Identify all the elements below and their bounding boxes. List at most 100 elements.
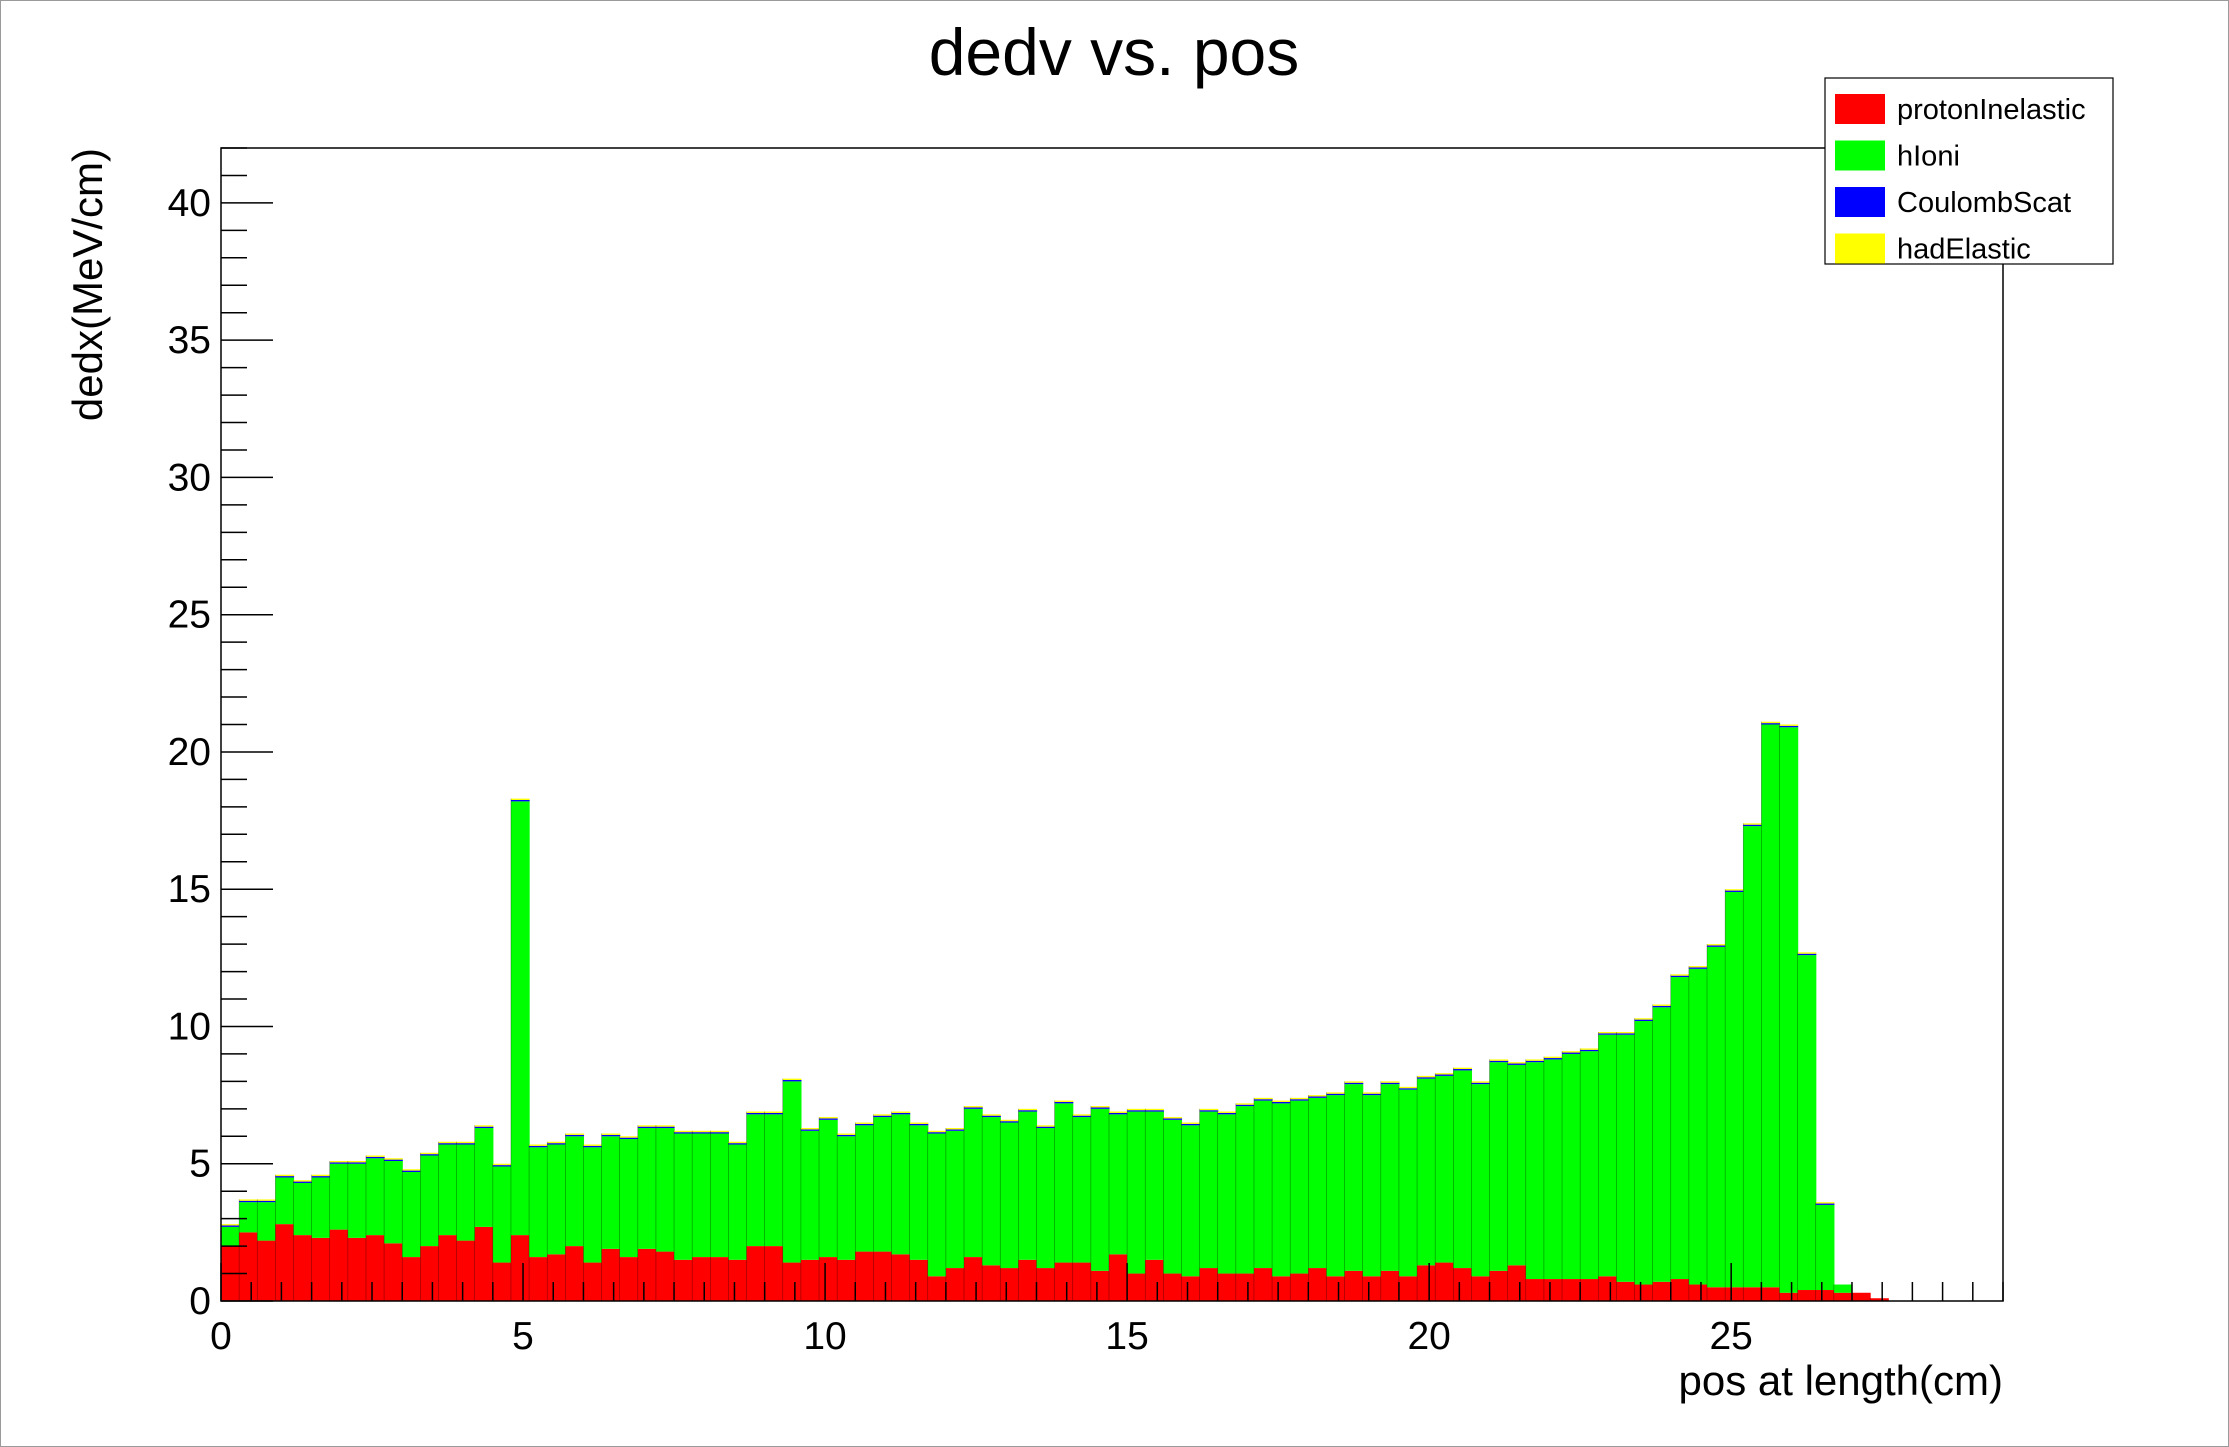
bar-hadElastic-57 xyxy=(1253,1097,1273,1100)
bar-hadElastic-27 xyxy=(710,1130,730,1133)
bar-protonInelastic-84 xyxy=(1743,1287,1762,1301)
bar-hIoni-36 xyxy=(873,1117,893,1252)
bar-protonInelastic-48 xyxy=(1090,1270,1110,1301)
bar-hIoni-70 xyxy=(1489,1062,1509,1271)
bar-hadElastic-48 xyxy=(1090,1106,1110,1108)
bar-hIoni-21 xyxy=(601,1136,621,1249)
bar-hIoni-52 xyxy=(1163,1119,1183,1274)
bar-CoulombScat-43 xyxy=(1000,1121,1019,1123)
bar-protonInelastic-41 xyxy=(964,1257,983,1301)
y-tick-label-25: 25 xyxy=(168,594,211,637)
bar-protonInelastic-58 xyxy=(1272,1276,1291,1301)
bar-hIoni-46 xyxy=(1054,1103,1074,1263)
bar-hIoni-49 xyxy=(1108,1114,1128,1255)
bar-protonInelastic-35 xyxy=(855,1251,874,1301)
bar-protonInelastic-86 xyxy=(1779,1292,1799,1301)
bar-hadElastic-63 xyxy=(1362,1092,1382,1094)
bar-hadElastic-14 xyxy=(474,1125,494,1127)
bar-protonInelastic-89 xyxy=(1833,1292,1853,1301)
bars-group xyxy=(220,721,1889,1301)
bar-hadElastic-44 xyxy=(1018,1108,1038,1111)
bar-CoulombScat-23 xyxy=(637,1126,657,1129)
bar-CoulombScat-36 xyxy=(873,1115,893,1118)
bar-hadElastic-36 xyxy=(873,1114,893,1116)
bar-protonInelastic-8 xyxy=(365,1235,385,1301)
bar-CoulombScat-50 xyxy=(1127,1110,1146,1112)
bar-protonInelastic-69 xyxy=(1471,1276,1491,1301)
bar-hIoni-83 xyxy=(1725,891,1744,1288)
bar-hadElastic-6 xyxy=(329,1160,349,1163)
bar-CoulombScat-10 xyxy=(402,1170,421,1172)
bar-hadElastic-0 xyxy=(221,1224,240,1226)
bar-hIoni-47 xyxy=(1072,1117,1092,1263)
bar-CoulombScat-45 xyxy=(1036,1126,1056,1129)
bar-hIoni-82 xyxy=(1707,946,1726,1288)
bar-hadElastic-23 xyxy=(637,1125,657,1127)
bar-CoulombScat-0 xyxy=(221,1225,240,1227)
bar-CoulombScat-84 xyxy=(1743,824,1762,827)
bar-hadElastic-12 xyxy=(438,1141,458,1144)
bar-hadElastic-32 xyxy=(800,1128,820,1130)
bar-CoulombScat-57 xyxy=(1253,1099,1273,1101)
bar-CoulombScat-13 xyxy=(456,1143,476,1145)
bar-hadElastic-62 xyxy=(1344,1081,1364,1083)
bar-protonInelastic-67 xyxy=(1435,1262,1454,1301)
bar-CoulombScat-79 xyxy=(1652,1005,1672,1008)
bar-protonInelastic-34 xyxy=(837,1259,856,1301)
bar-protonInelastic-2 xyxy=(257,1240,276,1301)
bar-hadElastic-65 xyxy=(1398,1086,1418,1089)
bar-hIoni-76 xyxy=(1598,1034,1617,1277)
bar-CoulombScat-18 xyxy=(547,1143,566,1145)
bar-protonInelastic-3 xyxy=(275,1224,295,1301)
bar-CoulombScat-58 xyxy=(1272,1101,1291,1104)
bar-hIoni-77 xyxy=(1616,1034,1636,1282)
bar-protonInelastic-27 xyxy=(710,1257,730,1301)
bar-CoulombScat-32 xyxy=(800,1129,820,1131)
bar-hadElastic-78 xyxy=(1634,1018,1654,1020)
bar-hIoni-8 xyxy=(365,1158,385,1236)
bar-protonInelastic-91 xyxy=(1870,1298,1889,1301)
bar-hadElastic-49 xyxy=(1108,1111,1128,1113)
legend-swatch-hadElastic xyxy=(1835,233,1885,264)
bar-hIoni-56 xyxy=(1235,1106,1255,1274)
bar-hadElastic-67 xyxy=(1435,1073,1454,1075)
bar-hadElastic-11 xyxy=(420,1152,440,1155)
bar-CoulombScat-21 xyxy=(601,1134,621,1137)
bar-hadElastic-75 xyxy=(1580,1048,1599,1050)
y-tick-label-15: 15 xyxy=(168,868,211,911)
bar-hadElastic-15 xyxy=(492,1163,512,1166)
bar-CoulombScat-14 xyxy=(474,1126,494,1129)
bar-CoulombScat-62 xyxy=(1344,1082,1364,1085)
bar-CoulombScat-88 xyxy=(1815,1203,1835,1205)
bar-hIoni-86 xyxy=(1779,727,1799,1293)
bar-hadElastic-60 xyxy=(1308,1095,1328,1097)
bar-protonInelastic-47 xyxy=(1072,1262,1092,1301)
y-tick-label-0: 0 xyxy=(189,1280,211,1323)
bar-protonInelastic-29 xyxy=(746,1246,766,1301)
bar-CoulombScat-54 xyxy=(1199,1110,1219,1112)
bar-protonInelastic-59 xyxy=(1290,1273,1309,1301)
bar-hadElastic-66 xyxy=(1417,1075,1436,1078)
bar-protonInelastic-68 xyxy=(1453,1268,1473,1301)
bar-CoulombScat-80 xyxy=(1670,975,1690,978)
bar-CoulombScat-40 xyxy=(945,1129,965,1131)
bar-protonInelastic-57 xyxy=(1253,1268,1273,1301)
bar-CoulombScat-68 xyxy=(1453,1069,1473,1071)
bar-protonInelastic-54 xyxy=(1199,1268,1219,1301)
bar-hIoni-89 xyxy=(1833,1284,1853,1293)
bar-hadElastic-38 xyxy=(909,1122,929,1124)
bar-hIoni-78 xyxy=(1634,1020,1654,1285)
bar-hIoni-72 xyxy=(1525,1062,1545,1280)
bar-CoulombScat-77 xyxy=(1616,1033,1636,1035)
bar-protonInelastic-46 xyxy=(1054,1262,1074,1301)
bar-hadElastic-37 xyxy=(891,1111,911,1113)
bar-protonInelastic-77 xyxy=(1616,1281,1636,1301)
bar-CoulombScat-16 xyxy=(510,799,530,802)
legend-swatch-CoulombScat xyxy=(1835,187,1885,217)
bar-CoulombScat-52 xyxy=(1163,1118,1183,1120)
bar-hadElastic-31 xyxy=(782,1078,802,1081)
bar-hIoni-66 xyxy=(1417,1078,1436,1266)
legend-label-hIoni: hIoni xyxy=(1897,141,1960,173)
bar-hIoni-79 xyxy=(1652,1007,1672,1282)
bar-hadElastic-46 xyxy=(1054,1100,1074,1102)
